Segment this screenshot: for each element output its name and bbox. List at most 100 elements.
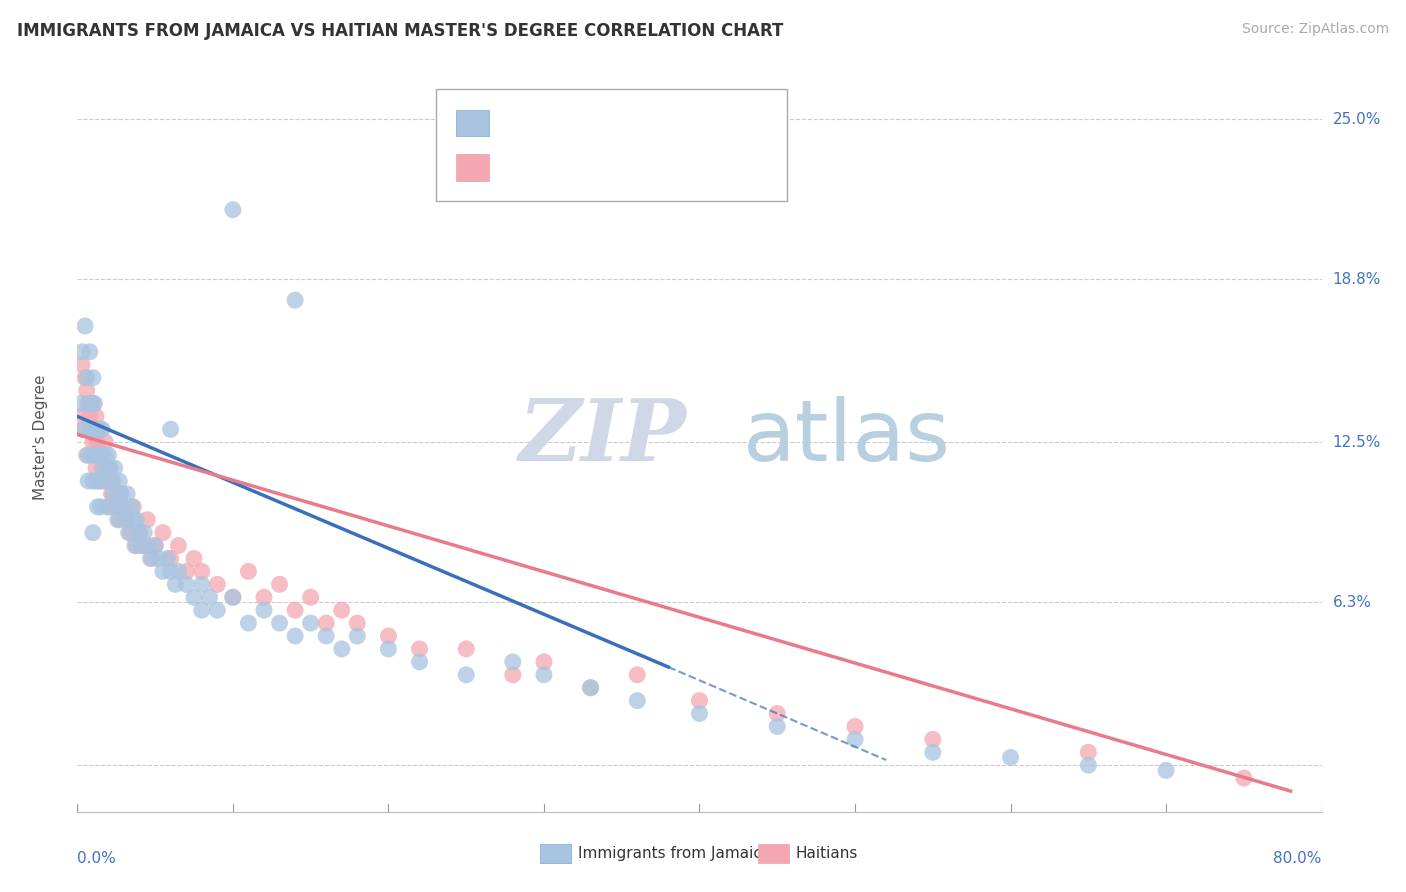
Point — [183, 591, 205, 605]
Point — [97, 500, 120, 514]
Text: 93: 93 — [644, 114, 669, 132]
Text: IMMIGRANTS FROM JAMAICA VS HAITIAN MASTER'S DEGREE CORRELATION CHART: IMMIGRANTS FROM JAMAICA VS HAITIAN MASTE… — [17, 22, 783, 40]
Text: 0.0%: 0.0% — [77, 851, 117, 865]
Point — [79, 344, 101, 359]
Point — [76, 384, 98, 398]
Point — [377, 642, 399, 657]
Point — [82, 422, 104, 436]
Text: -0.717: -0.717 — [531, 159, 596, 177]
Point — [91, 461, 114, 475]
Point — [136, 539, 159, 553]
Point — [120, 525, 142, 540]
Point — [766, 719, 789, 733]
Point — [91, 448, 114, 462]
Point — [174, 577, 197, 591]
Point — [456, 667, 478, 681]
Point — [77, 474, 100, 488]
Point — [94, 448, 117, 462]
Point — [87, 422, 110, 436]
Text: 18.8%: 18.8% — [1333, 272, 1381, 287]
Point — [207, 603, 229, 617]
Point — [284, 293, 307, 307]
Point — [77, 396, 100, 410]
Point — [131, 539, 153, 553]
Point — [844, 732, 866, 747]
Point — [97, 461, 120, 475]
Point — [284, 603, 307, 617]
Point — [579, 681, 602, 695]
Point — [82, 525, 104, 540]
Point — [104, 461, 127, 475]
Point — [82, 435, 104, 450]
Point — [502, 667, 524, 681]
Point — [98, 461, 121, 475]
Point — [315, 629, 337, 643]
Point — [83, 396, 105, 410]
Text: 80.0%: 80.0% — [1274, 851, 1322, 865]
Text: N =: N = — [609, 114, 648, 132]
Point — [86, 448, 108, 462]
Point — [118, 525, 141, 540]
Point — [87, 448, 110, 462]
Point — [80, 396, 103, 410]
Point — [75, 318, 97, 333]
Point — [136, 513, 159, 527]
Point — [124, 539, 146, 553]
Point — [129, 539, 152, 553]
Point — [80, 448, 103, 462]
Point — [90, 422, 112, 436]
Point — [100, 474, 122, 488]
Point — [152, 525, 174, 540]
Point — [330, 603, 353, 617]
Text: 6.3%: 6.3% — [1333, 595, 1372, 610]
Text: atlas: atlas — [742, 395, 950, 479]
Point — [159, 551, 181, 566]
Point — [1154, 764, 1177, 778]
Point — [533, 667, 555, 681]
Point — [82, 396, 104, 410]
Point — [122, 500, 145, 514]
Point — [174, 565, 197, 579]
Text: Master's Degree: Master's Degree — [32, 375, 48, 500]
Point — [299, 616, 322, 631]
Point — [84, 474, 107, 488]
Point — [626, 693, 648, 707]
Point — [141, 551, 163, 566]
Point — [330, 642, 353, 657]
Point — [97, 448, 120, 462]
Point — [122, 513, 145, 527]
Point — [108, 474, 131, 488]
Point — [222, 202, 245, 217]
Point — [766, 706, 789, 721]
Point — [107, 500, 129, 514]
Point — [93, 461, 115, 475]
Point — [159, 422, 181, 436]
Point — [165, 577, 187, 591]
Point — [82, 370, 104, 384]
Point — [139, 551, 162, 566]
Point — [121, 500, 143, 514]
Point — [167, 565, 190, 579]
Point — [101, 487, 124, 501]
Point — [93, 474, 115, 488]
Point — [183, 551, 205, 566]
Point — [114, 513, 136, 527]
Point — [238, 565, 260, 579]
Point — [143, 539, 166, 553]
Point — [1000, 750, 1022, 764]
Point — [100, 487, 122, 501]
Point — [408, 655, 430, 669]
Point — [269, 577, 291, 591]
Point — [87, 474, 110, 488]
Point — [112, 500, 135, 514]
Text: R =: R = — [496, 159, 536, 177]
Point — [70, 344, 93, 359]
Point — [689, 693, 711, 707]
Point — [86, 435, 108, 450]
Text: Immigrants from Jamaica: Immigrants from Jamaica — [578, 847, 770, 861]
Point — [80, 396, 103, 410]
Point — [167, 539, 190, 553]
Point — [112, 500, 135, 514]
Point — [377, 629, 399, 643]
Point — [190, 565, 214, 579]
